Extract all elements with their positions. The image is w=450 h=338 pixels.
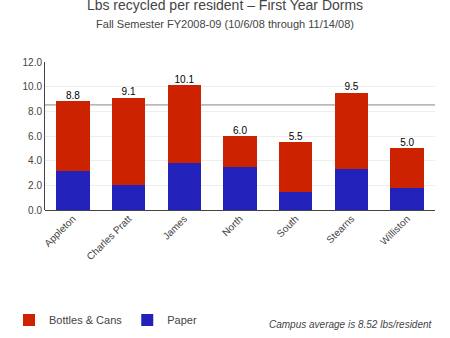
svg-text:10.1: 10.1 [175,74,195,85]
svg-text:Paper: Paper [167,314,197,326]
svg-text:12.0: 12.0 [23,57,43,68]
svg-text:South: South [274,213,300,239]
svg-text:9.1: 9.1 [122,86,136,97]
svg-text:Stearns: Stearns [324,213,356,245]
svg-text:6.0: 6.0 [28,131,42,142]
svg-text:5.5: 5.5 [289,131,303,142]
svg-text:James: James [161,213,190,242]
svg-text:9.5: 9.5 [344,81,358,92]
svg-text:Williston: Williston [378,213,412,247]
svg-text:Charles Pratt: Charles Pratt [84,213,133,262]
svg-text:North: North [220,213,245,238]
svg-text:4.0: 4.0 [28,155,42,166]
svg-text:6.0: 6.0 [233,125,247,136]
svg-text:10.0: 10.0 [23,81,43,92]
svg-text:2.0: 2.0 [28,180,42,191]
svg-text:5.0: 5.0 [400,137,414,148]
svg-text:Campus average is 8.52 lbs/res: Campus average is 8.52 lbs/resident [269,319,433,330]
svg-text:Appleton: Appleton [42,213,78,249]
svg-text:8.0: 8.0 [28,106,42,117]
svg-text:8.8: 8.8 [66,90,80,101]
svg-text:0.0: 0.0 [28,205,42,216]
svg-text:Bottles & Cans: Bottles & Cans [49,314,122,326]
svg-text:Lbs recycled per resident – Fi: Lbs recycled per resident – First Year D… [87,0,363,30]
